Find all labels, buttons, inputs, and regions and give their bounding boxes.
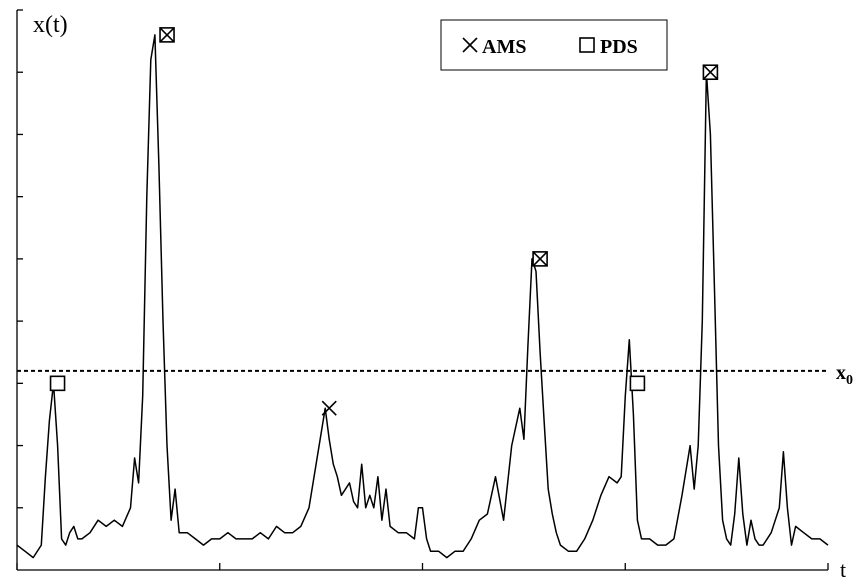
peak-marker-square	[629, 375, 646, 392]
legend-box	[440, 19, 668, 71]
x-axis-label: t	[840, 557, 846, 578]
threshold-label: x0	[836, 362, 853, 388]
peak-marker-both	[702, 64, 719, 81]
marker-cross-b	[532, 251, 548, 267]
peak-marker-both	[159, 27, 175, 43]
threshold-label-subscript: 0	[846, 373, 853, 388]
peak-marker-square	[49, 375, 66, 392]
peak-marker-both	[532, 251, 548, 267]
legend-label-ams: AMS	[482, 36, 526, 58]
peak-marker-cross	[321, 400, 337, 416]
x-ticks	[16, 563, 829, 570]
y-ticks	[17, 9, 23, 509]
peak-markers	[49, 27, 719, 416]
marker-square	[629, 375, 646, 392]
y-axis-label: x(t)	[33, 12, 68, 38]
legend: AMS PDS	[440, 19, 668, 71]
series-line	[16, 34, 829, 559]
legend-cross-icon	[462, 37, 478, 53]
threshold-label-main: x	[836, 362, 846, 384]
marker-cross-b	[321, 400, 337, 416]
legend-label-pds: PDS	[600, 36, 638, 58]
axes	[16, 9, 829, 571]
legend-square-icon	[579, 37, 595, 53]
marker-cross-b	[702, 64, 718, 80]
marker-cross-b	[159, 27, 175, 43]
marker-square	[49, 375, 66, 392]
